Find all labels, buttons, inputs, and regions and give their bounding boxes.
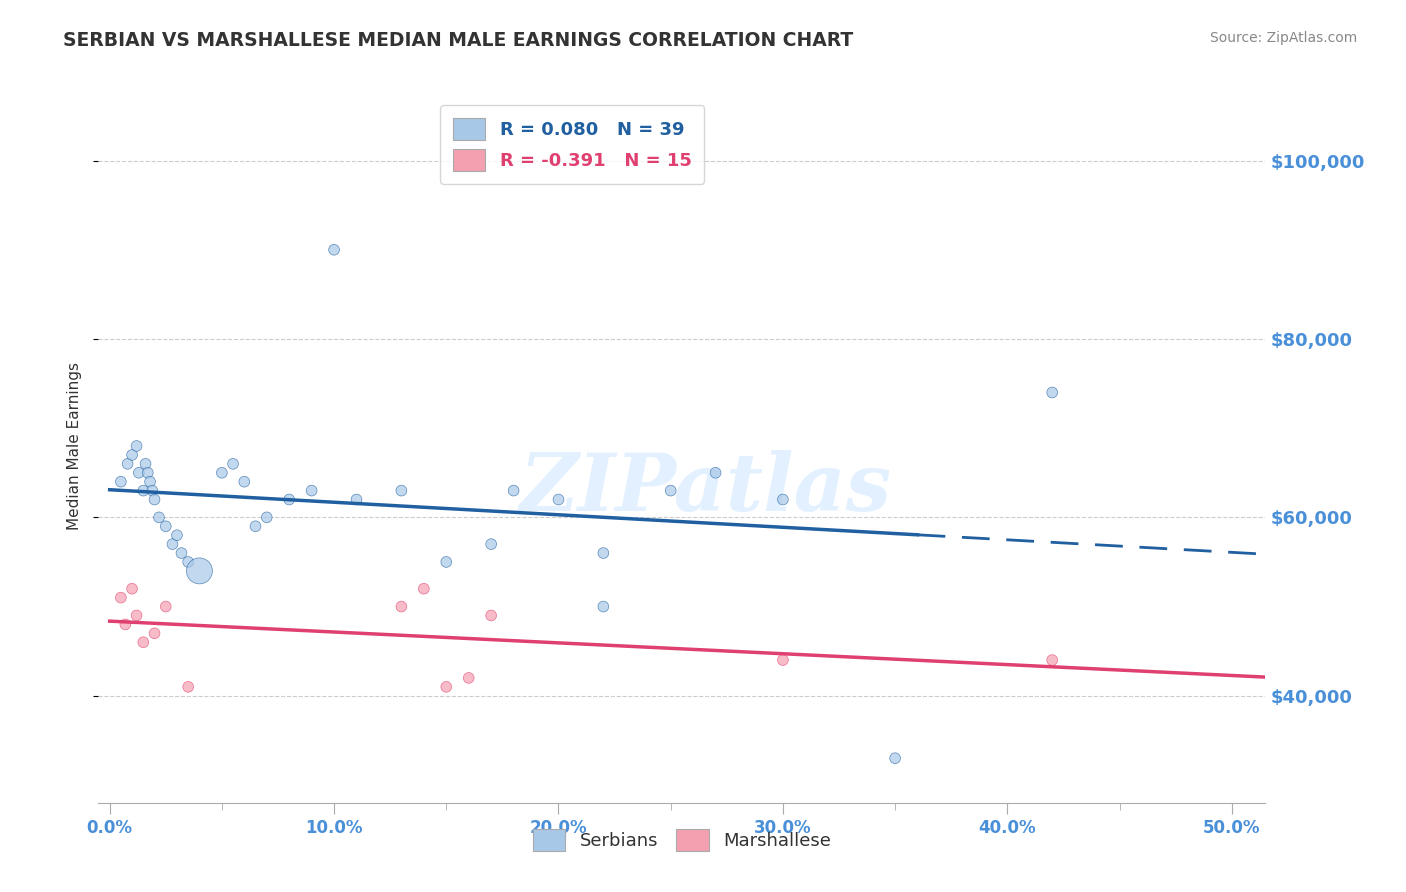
Point <box>479 537 502 551</box>
Point <box>233 475 256 489</box>
Legend: Serbians, Marshallese: Serbians, Marshallese <box>526 822 838 858</box>
Point <box>132 483 155 498</box>
Text: SERBIAN VS MARSHALLESE MEDIAN MALE EARNINGS CORRELATION CHART: SERBIAN VS MARSHALLESE MEDIAN MALE EARNI… <box>63 31 853 50</box>
Point <box>162 537 184 551</box>
Y-axis label: Median Male Earnings: Median Male Earnings <box>67 362 83 530</box>
Point <box>412 582 434 596</box>
Point <box>592 546 614 560</box>
Point <box>659 483 682 498</box>
Point <box>166 528 188 542</box>
Point <box>135 457 157 471</box>
Point <box>170 546 193 560</box>
Point <box>117 457 139 471</box>
Point <box>389 483 412 498</box>
Point <box>132 635 155 649</box>
Point <box>346 492 368 507</box>
Point <box>389 599 412 614</box>
Point <box>125 608 148 623</box>
Point <box>704 466 727 480</box>
Text: Source: ZipAtlas.com: Source: ZipAtlas.com <box>1209 31 1357 45</box>
Point <box>479 608 502 623</box>
Point <box>502 483 524 498</box>
Point <box>772 492 794 507</box>
Point <box>148 510 170 524</box>
Point <box>278 492 301 507</box>
Point <box>110 591 132 605</box>
Point <box>884 751 907 765</box>
Text: ZIPatlas: ZIPatlas <box>519 450 891 527</box>
Point <box>547 492 569 507</box>
Point <box>114 617 136 632</box>
Point <box>1040 653 1063 667</box>
Point <box>128 466 150 480</box>
Point <box>434 555 457 569</box>
Point <box>592 599 614 614</box>
Point <box>772 653 794 667</box>
Point <box>139 475 162 489</box>
Point <box>245 519 267 533</box>
Point <box>125 439 148 453</box>
Point <box>1040 385 1063 400</box>
Point <box>188 564 211 578</box>
Point <box>155 519 177 533</box>
Point <box>177 680 200 694</box>
Point <box>323 243 346 257</box>
Point <box>177 555 200 569</box>
Point <box>457 671 479 685</box>
Point <box>110 475 132 489</box>
Point <box>121 582 143 596</box>
Point <box>222 457 245 471</box>
Point <box>256 510 278 524</box>
Point <box>121 448 143 462</box>
Point <box>301 483 323 498</box>
Point <box>136 466 159 480</box>
Point <box>211 466 233 480</box>
Point <box>434 680 457 694</box>
Point <box>143 626 166 640</box>
Point <box>141 483 163 498</box>
Point <box>155 599 177 614</box>
Point <box>143 492 166 507</box>
